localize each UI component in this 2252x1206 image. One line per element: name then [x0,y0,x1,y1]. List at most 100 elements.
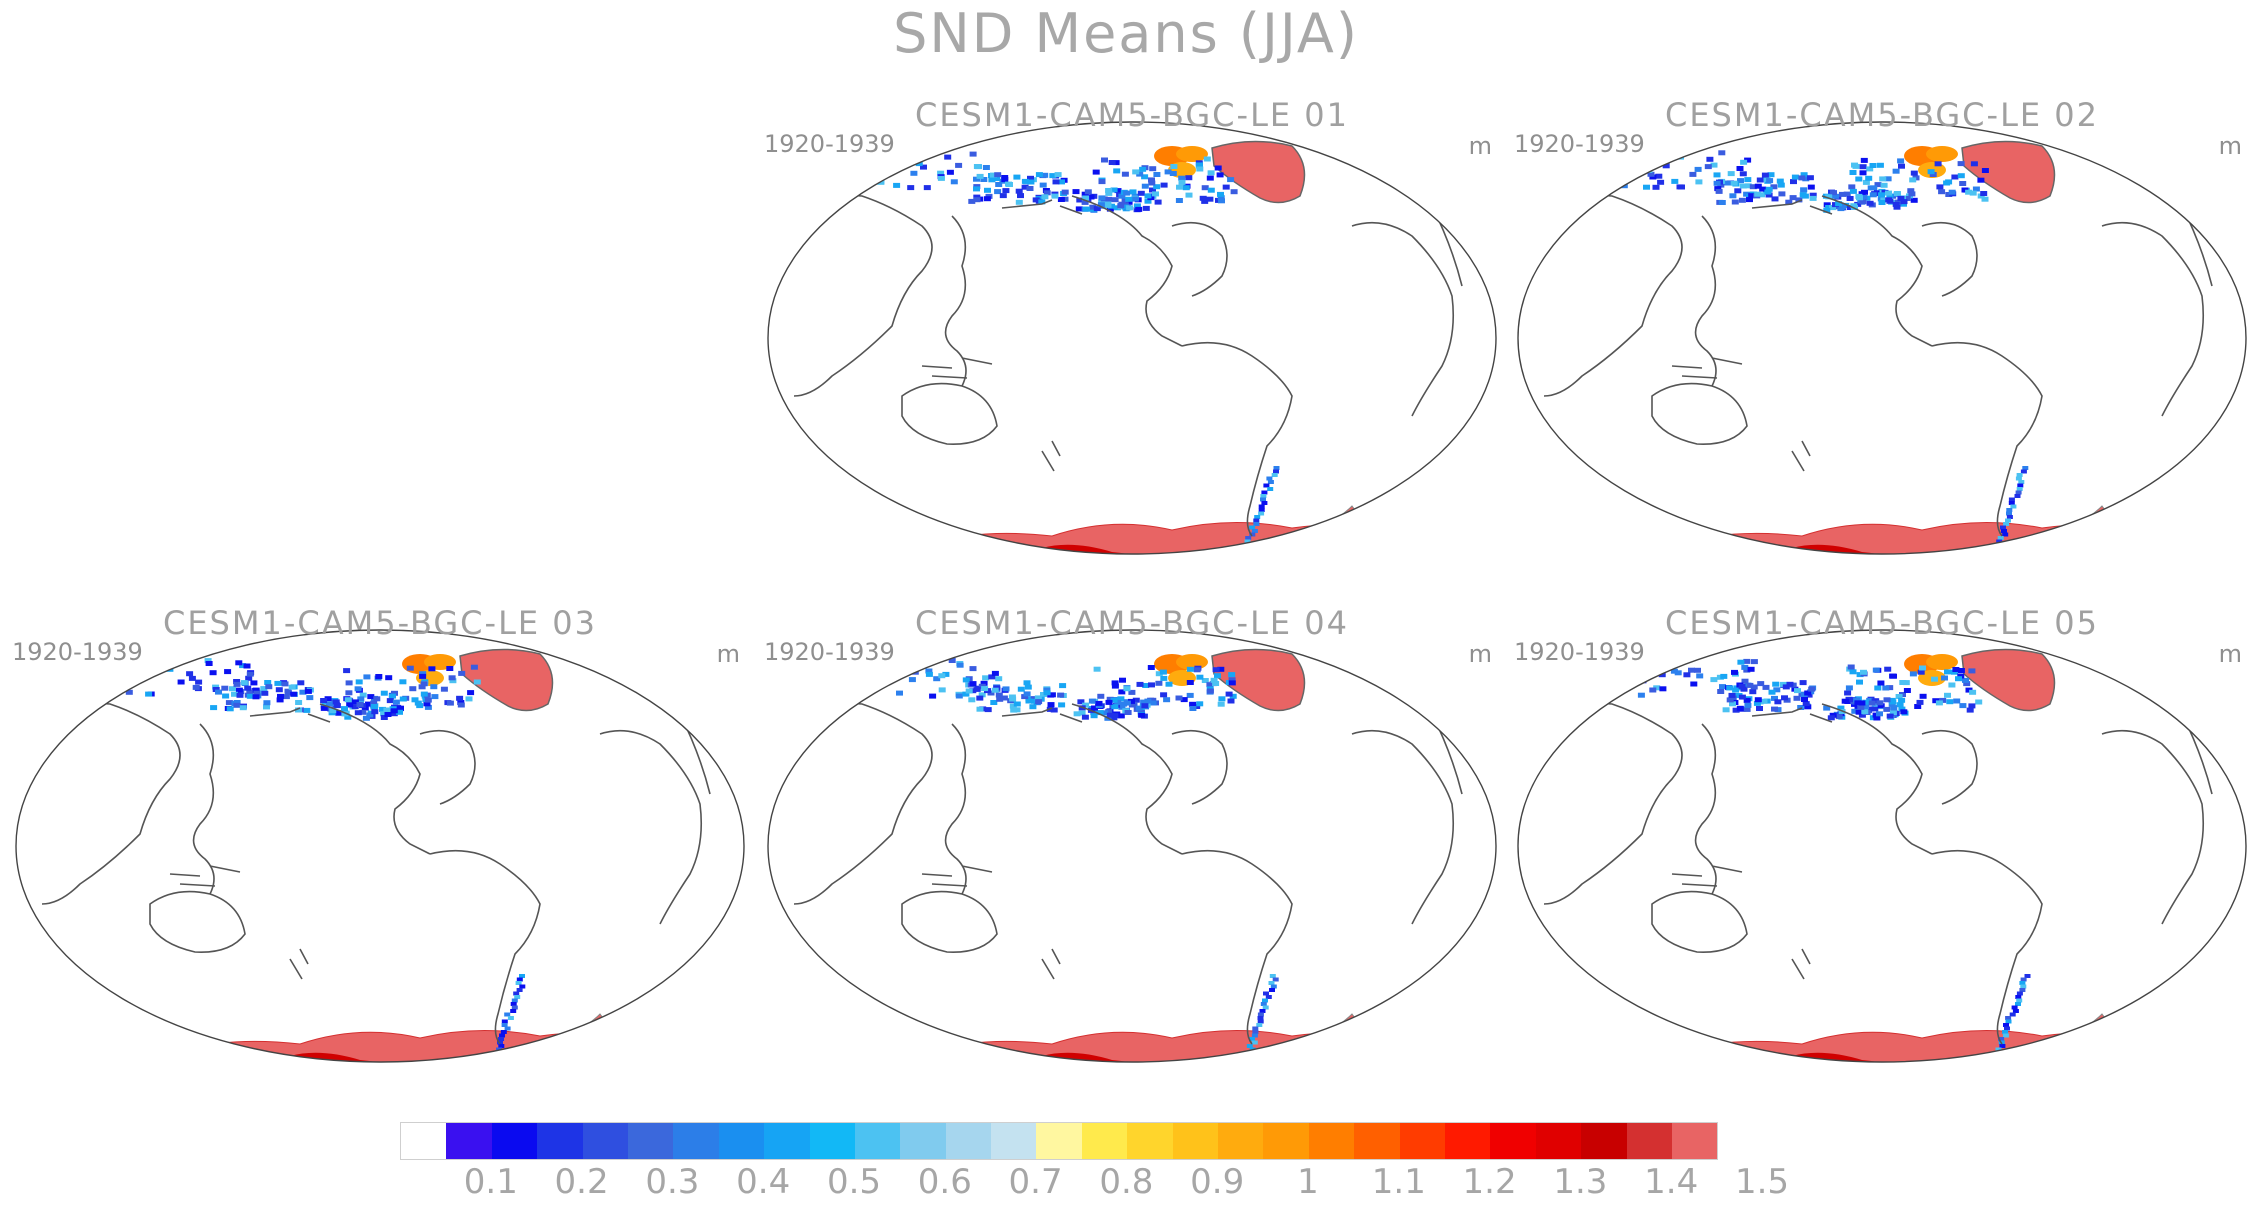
snow-cell [1002,188,1010,194]
snow-cell [2000,525,2006,530]
colorbar-swatch [1036,1123,1082,1159]
snow-cell [1228,677,1236,683]
snow-cell [944,154,952,160]
snow-cell [1907,188,1915,194]
snow-cell [1896,702,1904,708]
snow-cell [1862,704,1870,710]
snow-cell [1029,704,1037,710]
colorbar-swatch [764,1123,810,1159]
coastline [1671,865,1743,887]
snow-cell [1101,157,1108,163]
coastline [1651,382,1748,445]
snow-cell [1829,205,1837,211]
snow-cell [1257,1019,1264,1024]
antarctica-snow [811,522,1473,554]
snow-cell [1136,171,1144,177]
snow-cell [1130,701,1138,707]
snow-cell [1948,682,1956,688]
snow-cell [1571,182,1579,188]
snow-cell [929,693,937,699]
snow-cell [1160,692,1168,698]
snow-cell [1114,699,1122,705]
snow-cell [458,670,466,676]
snow-cell [1862,699,1870,705]
snow-cell [990,700,998,705]
snow-cell [82,683,90,689]
snow-cell [950,179,958,185]
snow-cell [1001,177,1009,182]
snow-cell [1059,683,1067,689]
coastline [1694,215,1717,387]
snow-cell [1764,189,1772,195]
snow-cell [1010,707,1018,713]
snow-cell [1946,699,1954,705]
snow-cell [1804,690,1812,696]
snow-cell [1186,680,1194,685]
coastline [1821,703,1933,855]
snow-cell [1997,536,2004,540]
snow-cell [1761,172,1769,178]
world-map [767,629,1497,1063]
snow-cell [1980,191,1988,196]
snow-cell [1051,193,1059,199]
coastline [1694,723,1717,895]
snow-cell [1903,196,1911,201]
snow-cell [1823,705,1831,711]
snow-cell [1744,177,1752,183]
snow-cell [420,681,428,687]
snow-cell [448,675,456,681]
snow-cell [1849,697,1857,703]
snow-cell [380,711,388,717]
snow-cell [1141,703,1149,709]
snow-cell [919,150,927,156]
snow-cell [1727,171,1735,177]
snow-cell [1628,169,1636,174]
snow-cell [1123,700,1131,706]
snow-cell [1098,199,1106,205]
snow-cell [841,674,849,680]
coastline [639,663,711,795]
snow-cell [1754,183,1762,189]
snow-cell [1641,164,1649,169]
snow-cell [993,176,1001,181]
snow-cell [1765,192,1773,198]
snow-cell [252,687,260,693]
snow-cell [1683,672,1691,678]
snow-cell [1105,190,1113,196]
snow-cell [1178,175,1186,181]
snow-cell [1710,162,1718,168]
snow-cell [1222,184,1230,190]
snow-cell [1257,1016,1264,1020]
snow-cell [1869,192,1877,198]
snow-cell [2015,1002,2021,1006]
snow-cell [784,169,792,175]
snow-cell [797,170,805,175]
snow-cell [1126,205,1134,211]
snow-cell [224,669,232,675]
snow-cell [1640,672,1648,678]
snow-cell [1773,687,1781,693]
snow-cell [1214,673,1221,679]
snow-cell [465,696,473,702]
snow-cell [1718,200,1726,205]
snow-cell [1032,197,1040,203]
snow-cell [1919,665,1926,671]
coastline [2141,663,2213,795]
snow-cell [1649,687,1657,693]
snow-cell [1610,176,1618,182]
snow-cell [246,693,254,699]
snow-cell [942,671,950,677]
snow-cell [28,675,36,681]
snow-cell [1835,201,1843,207]
snow-cell [933,676,941,682]
snow-cell [1957,161,1965,167]
snow-cell [988,674,996,680]
snow-cell [990,172,997,178]
snow-cell [1729,193,1737,199]
snow-cell [1054,172,1062,178]
snow-cell [423,701,431,707]
snow-cell [1768,689,1776,695]
snow-cell [1035,172,1043,178]
snow-cell [1225,691,1233,697]
snow-cell [1092,169,1100,175]
